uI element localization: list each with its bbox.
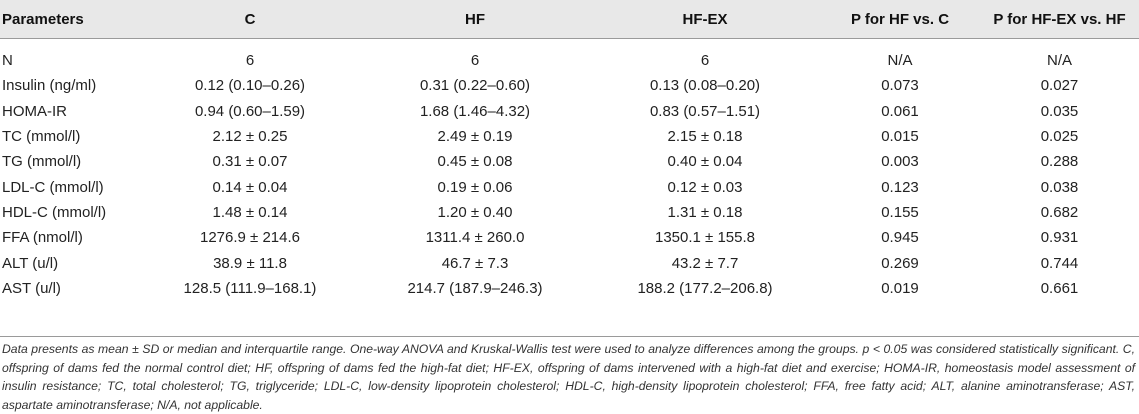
- column-header: P for HF-EX vs. HF: [993, 10, 1126, 28]
- table-row: FFA (nmol/l) 1276.9 ± 214.6 1311.4 ± 260.0…: [0, 225, 1139, 250]
- table-cell: 0.025: [1040, 128, 1079, 146]
- row-label: TG (mmol/l): [2, 153, 82, 171]
- table-cell: 6: [245, 52, 255, 70]
- table-cell: 0.123: [881, 178, 919, 196]
- table-cell: 0.31 ± 0.07: [212, 153, 288, 171]
- table-cell: 0.40 ± 0.04: [667, 153, 743, 171]
- row-label: FFA (nmol/l): [2, 229, 83, 247]
- table-cell: 0.931: [1040, 229, 1079, 247]
- column-header: HF-EX: [682, 10, 728, 28]
- header-row: Parameters C HF HF-EX P for HF vs. C P f…: [0, 0, 1139, 38]
- table-row: ALT (u/l) 38.9 ± 11.8 46.7 ± 7.3 43.2 ± 7.7…: [0, 250, 1139, 275]
- table-cell: 43.2 ± 7.7: [671, 254, 739, 272]
- table-cell: 2.12 ± 0.25: [212, 128, 288, 146]
- table-row: HDL-C (mmol/l) 1.48 ± 0.14 1.20 ± 0.40 1.31…: [0, 200, 1139, 225]
- table-cell: 0.027: [1040, 77, 1079, 95]
- column-header: C: [244, 10, 256, 28]
- table-cell: 1311.4 ± 260.0: [425, 229, 525, 247]
- table-cell: 214.7 (187.9–246.3): [407, 279, 543, 297]
- table-cell: 0.31 (0.22–0.60): [419, 77, 531, 95]
- table-cell: N/A: [1046, 52, 1072, 70]
- table-row: AST (u/l) 128.5 (111.9–168.1) 214.7 (187.9…: [0, 276, 1139, 301]
- table-row: TG (mmol/l) 0.31 ± 0.07 0.45 ± 0.08 0.40 ± …: [0, 149, 1139, 174]
- column-header: Parameters: [2, 10, 84, 28]
- column-header: HF: [465, 10, 485, 28]
- table-row: TC (mmol/l) 2.12 ± 0.25 2.49 ± 0.19 2.15 ± …: [0, 124, 1139, 149]
- table-cell: 0.12 ± 0.03: [667, 178, 743, 196]
- table-cell: 0.14 ± 0.04: [212, 178, 288, 196]
- table-cell: 1.68 (1.46–4.32): [419, 102, 531, 120]
- column-header: P for HF vs. C: [850, 10, 950, 28]
- table-cell: 0.661: [1040, 279, 1079, 297]
- table-cell: 1.31 ± 0.18: [667, 203, 743, 221]
- table-cell: 0.269: [881, 254, 919, 272]
- table-cell: 0.83 (0.57–1.51): [649, 102, 761, 120]
- row-label: N: [2, 52, 13, 70]
- table-cell: 0.45 ± 0.08: [437, 153, 513, 171]
- table-cell: 0.744: [1040, 254, 1079, 272]
- spacer-row: [0, 38, 1139, 48]
- table-cell: 1350.1 ± 155.8: [655, 229, 755, 247]
- table-cell: 0.019: [881, 279, 919, 297]
- table-cell: 128.5 (111.9–168.1): [183, 279, 317, 297]
- row-label: LDL-C (mmol/l): [2, 178, 104, 196]
- table-cell: 0.061: [881, 102, 919, 120]
- row-label: HDL-C (mmol/l): [2, 203, 107, 221]
- table-row: LDL-C (mmol/l) 0.14 ± 0.04 0.19 ± 0.06 0.12…: [0, 174, 1139, 199]
- table-cell: 0.13 (0.08–0.20): [649, 77, 761, 95]
- table-cell: 6: [700, 52, 710, 70]
- table-cell: 46.7 ± 7.3: [441, 254, 509, 272]
- table-cell: 188.2 (177.2–206.8): [637, 279, 773, 297]
- table-cell: 38.9 ± 11.8: [213, 254, 287, 272]
- row-label: Insulin (ng/ml): [2, 77, 97, 95]
- data-table: Parameters C HF HF-EX P for HF vs. C P f…: [0, 0, 1139, 301]
- row-label: AST (u/l): [2, 279, 61, 297]
- table-row: Insulin (ng/ml) 0.12 (0.10–0.26) 0.31 (0.2…: [0, 73, 1139, 98]
- table-cell: 0.015: [881, 128, 919, 146]
- row-label: HOMA-IR: [2, 102, 67, 120]
- table-cell: 1.20 ± 0.40: [437, 203, 513, 221]
- table-footnote: Data presents as mean ± SD or median and…: [2, 342, 1135, 412]
- table-cell: N/A: [887, 52, 913, 70]
- table-cell: 0.003: [881, 153, 919, 171]
- table-bottom-rule: [0, 336, 1139, 337]
- row-label: ALT (u/l): [2, 254, 59, 272]
- table-cell: 0.035: [1040, 102, 1079, 120]
- table-cell: 2.15 ± 0.18: [667, 128, 743, 146]
- table-cell: 6: [470, 52, 480, 70]
- header-rule: [0, 38, 1139, 39]
- table-cell: 0.12 (0.10–0.26): [194, 77, 306, 95]
- table-cell: 0.945: [881, 229, 919, 247]
- table-cell: 0.155: [881, 203, 919, 221]
- table-cell: 2.49 ± 0.19: [437, 128, 513, 146]
- table-cell: 1276.9 ± 214.6: [200, 229, 300, 247]
- table-row: N 6 6 6 N/A N/A: [0, 48, 1139, 73]
- row-label: TC (mmol/l): [2, 128, 81, 146]
- table-cell: 1.48 ± 0.14: [212, 203, 288, 221]
- table-row: HOMA-IR 0.94 (0.60–1.59) 1.68 (1.46–4.32) 0…: [0, 99, 1139, 124]
- table-cell: 0.19 ± 0.06: [437, 178, 513, 196]
- header-band: [0, 0, 1139, 38]
- table-cell: 0.94 (0.60–1.59): [194, 102, 306, 120]
- table-cell: 0.038: [1040, 178, 1079, 196]
- table-cell: 0.073: [881, 77, 919, 95]
- table-cell: 0.288: [1040, 153, 1079, 171]
- table-cell: 0.682: [1040, 203, 1079, 221]
